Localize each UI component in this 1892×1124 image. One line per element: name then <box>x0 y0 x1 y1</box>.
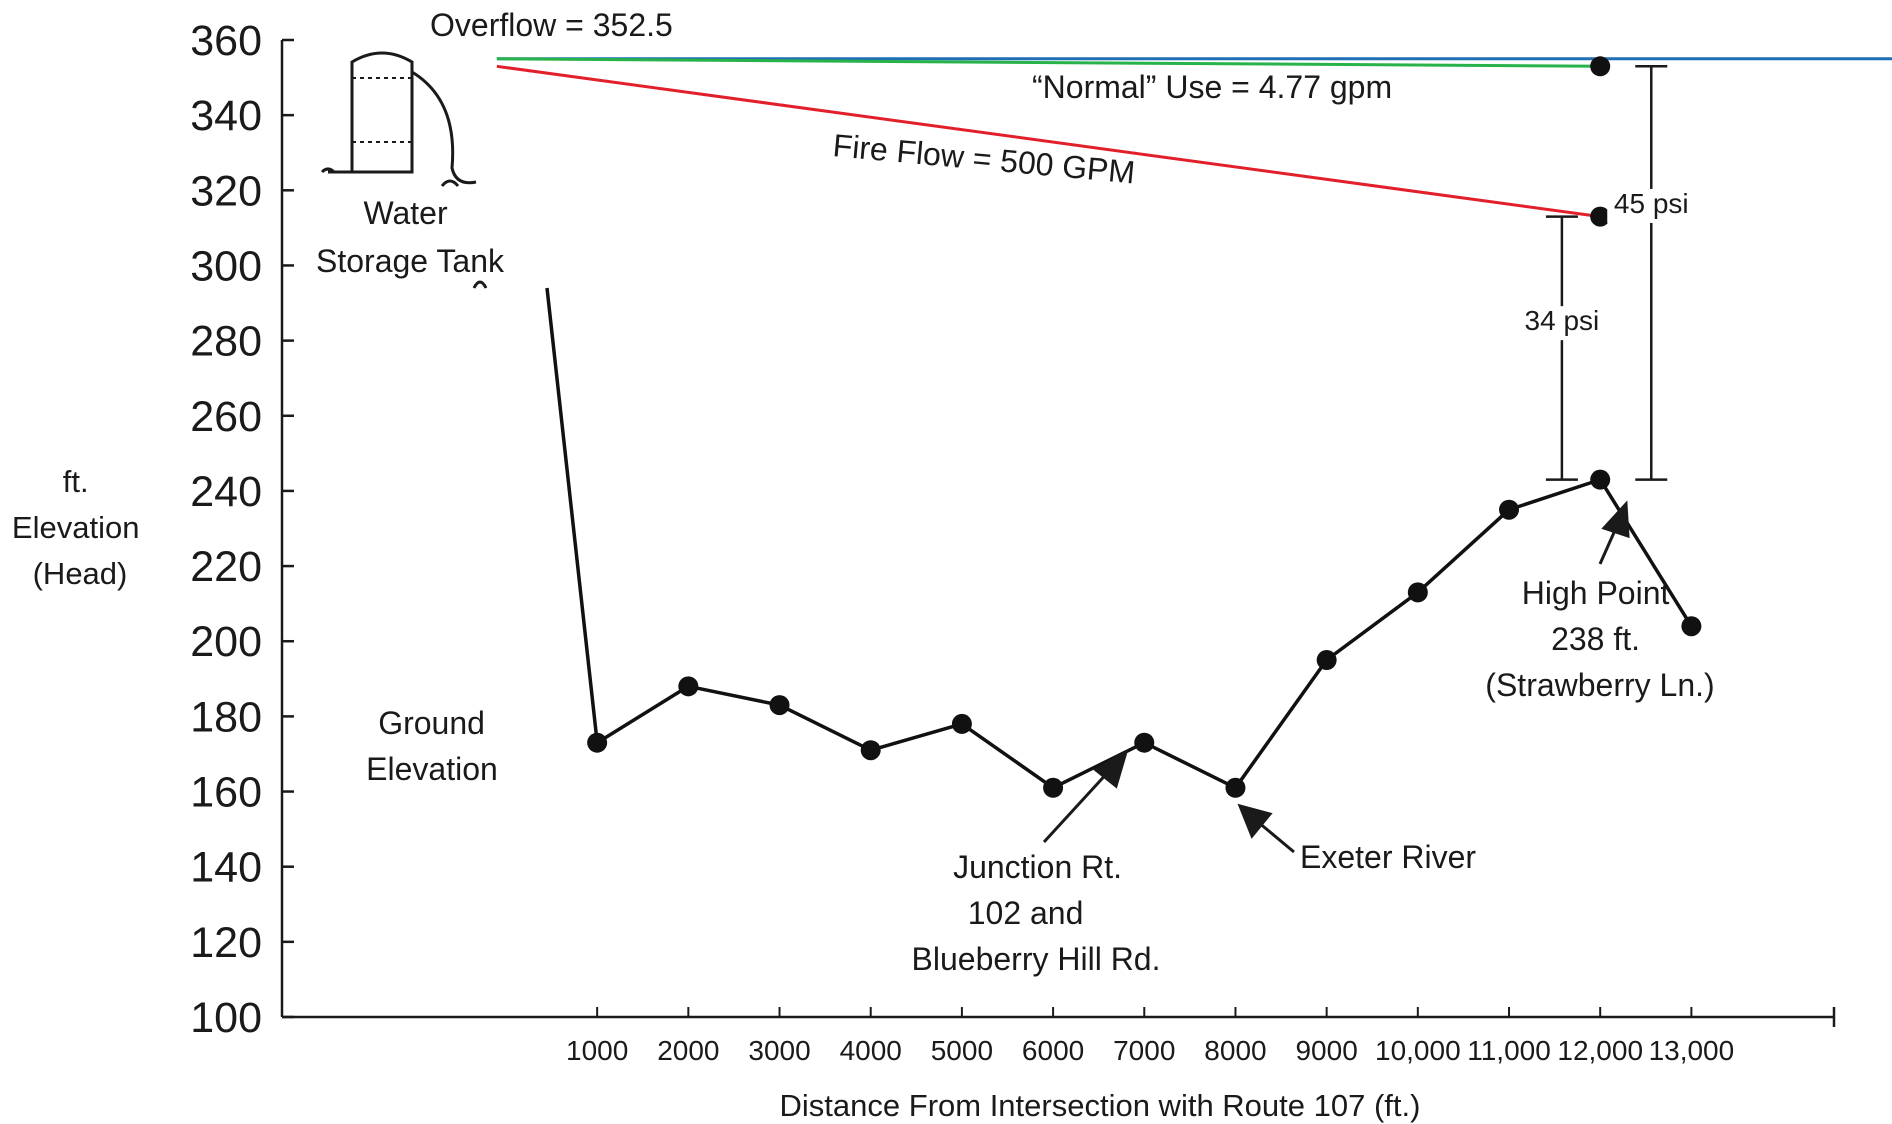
y-axis-title-line-2: Elevation <box>12 510 140 545</box>
y-tick-label-100: 100 <box>190 994 262 1042</box>
axes-layer: 100 120 140 160 180 200 220 240 260 280 300 320 340 3… <box>190 17 1836 1066</box>
x-tick-label-5000: 5000 <box>931 1035 993 1066</box>
y-tick-label-320: 320 <box>190 167 262 215</box>
tank-label: Water Storage Tank <box>316 195 505 279</box>
y-tick-label-280: 280 <box>190 318 262 366</box>
normal-use-line <box>496 57 1601 68</box>
junction-arrow-shaft <box>1042 768 1112 844</box>
junction-arrow-head <box>1093 748 1129 789</box>
ground-elevation-line <box>545 287 1693 790</box>
x-tick-label-9000: 9000 <box>1295 1035 1357 1066</box>
marks-layer: 34 psi 45 psi <box>587 56 1702 798</box>
x-tick-label-6000: 6000 <box>1022 1035 1084 1066</box>
ground-point-2000 <box>678 676 699 697</box>
x-axis-title: Distance From Intersection with Route 10… <box>780 1088 1421 1123</box>
y-tick-label-360: 360 <box>190 17 262 65</box>
high-point-line-2: 238 ft. <box>1551 621 1640 657</box>
y-tick-label-160: 160 <box>190 769 262 817</box>
ground-point-6000 <box>1043 777 1064 798</box>
ground-label-line-1: Ground <box>378 705 485 741</box>
ground-point-9000 <box>1316 650 1337 671</box>
exeter-river-label: Exeter River <box>1300 839 1476 875</box>
tank-label-line-2: Storage Tank <box>316 243 505 279</box>
fire-flow-line <box>496 64 1601 219</box>
pressure-bar-45-psi-label-bg <box>1607 188 1696 223</box>
y-tick-label-300: 300 <box>190 242 262 290</box>
ground-point-12000 <box>1590 469 1611 490</box>
river-arrow-shaft <box>1257 820 1295 854</box>
normal-use-label: “Normal” Use = 4.77 gpm <box>1032 69 1392 105</box>
y-tick-label-180: 180 <box>190 693 262 741</box>
y-tick-label-140: 140 <box>190 844 262 892</box>
x-tick-label-13000: 13,000 <box>1649 1035 1735 1066</box>
x-tick-label-4000: 4000 <box>840 1035 902 1066</box>
y-axis-title-line-3: (Head) <box>33 556 128 591</box>
x-tick-label-12000: 12,000 <box>1557 1035 1643 1066</box>
high-point-arrow-shaft <box>1598 527 1618 565</box>
high-point-line-1: High Point <box>1522 575 1670 611</box>
pressure-bar-34-psi-label: 34 psi <box>1525 305 1600 336</box>
ground-point-10000 <box>1407 582 1428 603</box>
y-tick-label-260: 260 <box>190 393 262 441</box>
pressure-bar-34-psi-label-bg <box>1517 306 1606 341</box>
y-tick-label-220: 220 <box>190 543 262 591</box>
ground-point-4000 <box>860 740 881 761</box>
ground-point-1000 <box>587 732 608 753</box>
fire-flow-line-end-point <box>1590 206 1611 227</box>
ground-point-3000 <box>769 695 790 716</box>
ground-point-11000 <box>1499 499 1520 520</box>
ground-point-8000 <box>1225 777 1246 798</box>
y-tick-label-200: 200 <box>190 618 262 666</box>
junction-label-line-1: Junction Rt. <box>953 849 1122 885</box>
ground-elevation-label: Ground Elevation <box>366 705 498 787</box>
ground-point-13000 <box>1681 616 1702 637</box>
river-arrow-head <box>1237 803 1273 839</box>
ground-label-line-2: Elevation <box>366 751 498 787</box>
x-tick-label-11000: 11,000 <box>1467 1035 1551 1066</box>
y-axis-title-line-1: ft. <box>63 464 89 499</box>
normal-use-line-end-point <box>1590 56 1611 77</box>
x-tick-label-8000: 8000 <box>1204 1035 1266 1066</box>
high-point-arrow-head <box>1601 500 1630 539</box>
x-tick-label-10000: 10,000 <box>1375 1035 1461 1066</box>
water-tank-icon <box>320 51 488 289</box>
junction-label-line-2: 102 and <box>968 895 1084 931</box>
annotation-arrows <box>1042 500 1630 854</box>
junction-label-line-3: Blueberry Hill Rd. <box>912 941 1161 977</box>
y-tick-label-340: 340 <box>190 92 262 140</box>
fire-flow-label: Fire Flow = 500 GPM <box>831 127 1136 190</box>
ground-point-5000 <box>951 713 972 734</box>
junction-label: Junction Rt. 102 and Blueberry Hill Rd. <box>912 849 1161 977</box>
y-tick-label-240: 240 <box>190 468 262 516</box>
x-tick-label-1000: 1000 <box>566 1035 628 1066</box>
y-axis-title: ft. Elevation (Head) <box>12 464 148 591</box>
x-tick-label-2000: 2000 <box>657 1035 719 1066</box>
pressure-bar-45-psi-label: 45 psi <box>1614 188 1689 219</box>
tank-label-line-1: Water <box>363 195 448 231</box>
y-tick-label-120: 120 <box>190 919 262 967</box>
x-tick-label-7000: 7000 <box>1113 1035 1175 1066</box>
high-point-label: High Point 238 ft. (Strawberry Ln.) <box>1485 575 1714 703</box>
x-tick-label-3000: 3000 <box>748 1035 810 1066</box>
ground-point-7000 <box>1134 732 1155 753</box>
high-point-line-3: (Strawberry Ln.) <box>1485 667 1714 703</box>
overflow-label: Overflow = 352.5 <box>430 7 673 43</box>
lines-layer <box>496 57 1892 790</box>
